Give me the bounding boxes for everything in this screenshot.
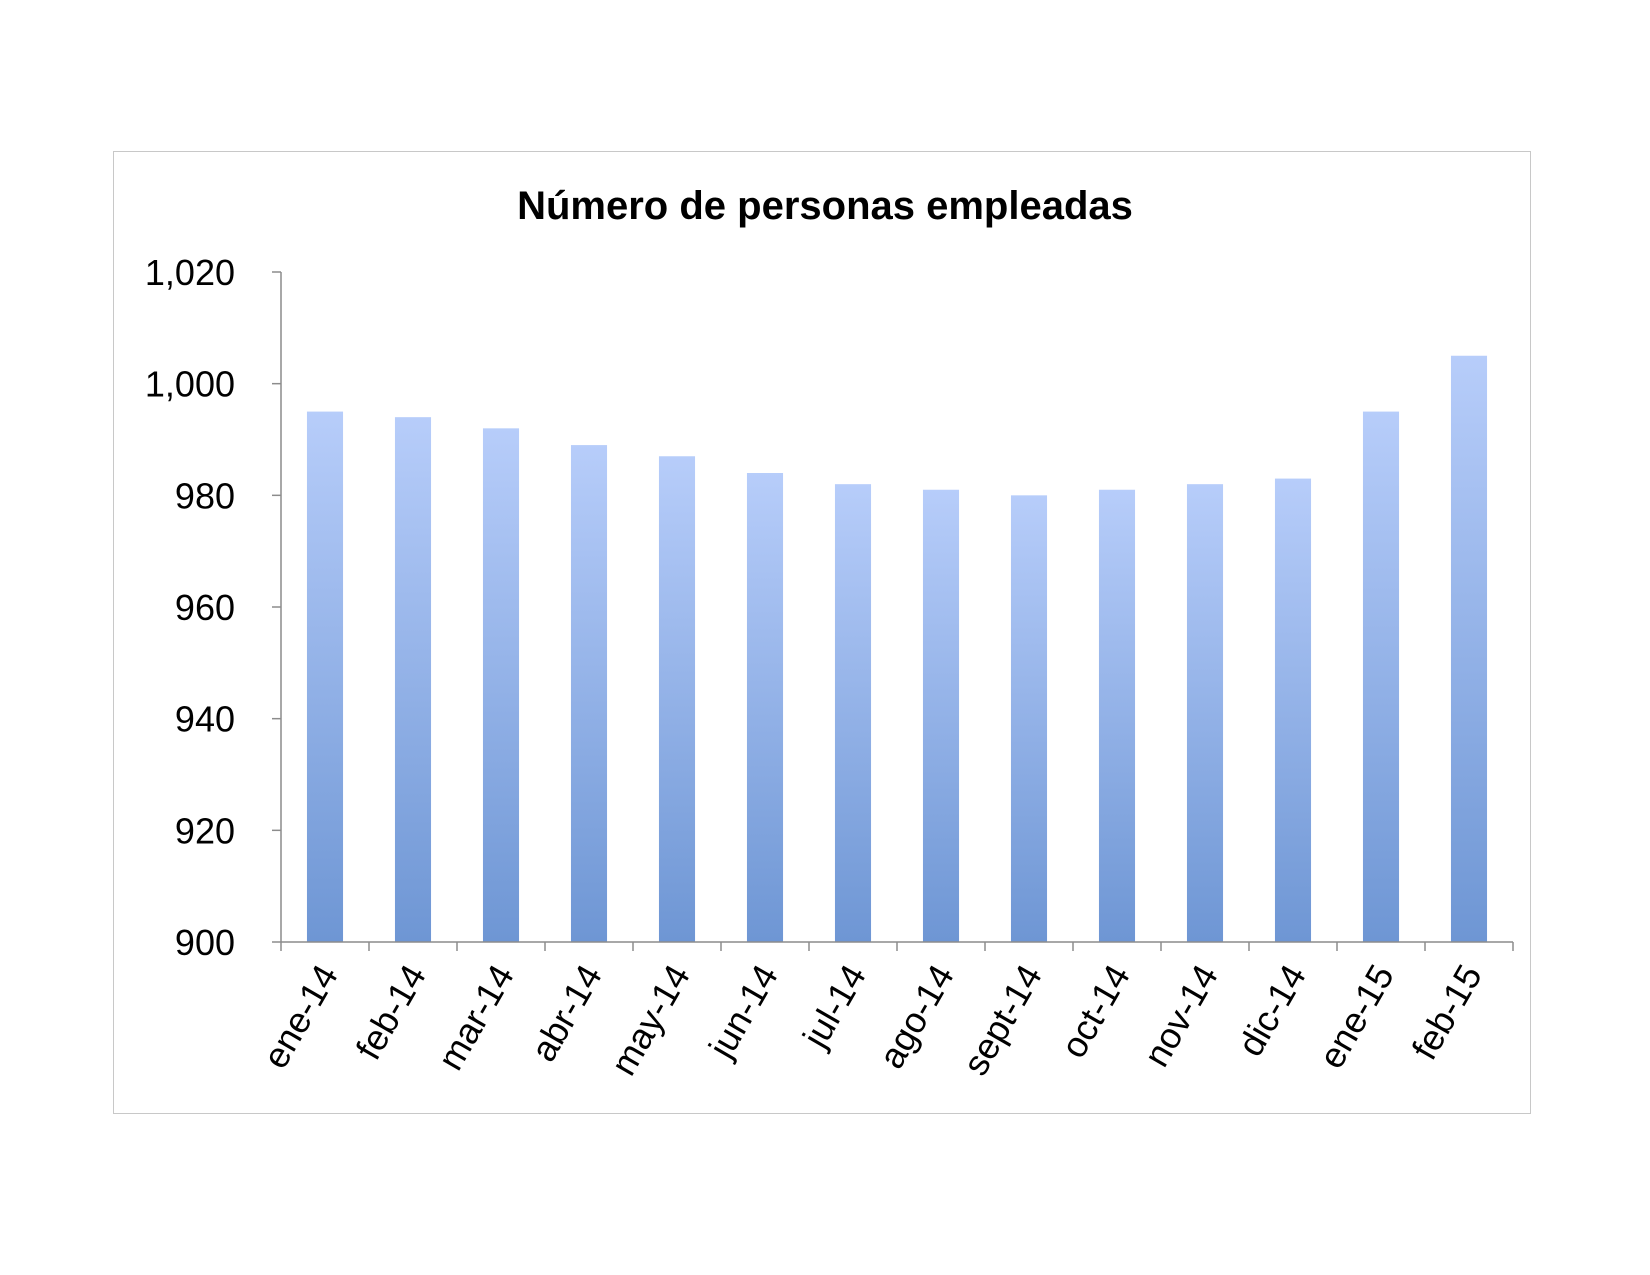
y-tick-label: 920 [175, 810, 235, 851]
bar-feb-15 [1450, 355, 1488, 942]
bar-ene-14 [306, 411, 344, 942]
x-tick-label: feb-15 [1403, 958, 1490, 1067]
x-tick-label: may-14 [602, 958, 698, 1082]
x-tick-label: ago-14 [870, 958, 962, 1076]
x-tick-label: ene-14 [254, 958, 346, 1076]
x-tick-label: nov-14 [1135, 958, 1226, 1074]
bar-abr-14 [570, 445, 608, 942]
y-tick-label: 960 [175, 587, 235, 628]
bar-ene-15 [1362, 411, 1400, 942]
bar-dic-14 [1274, 478, 1312, 942]
y-tick-label: 900 [175, 922, 235, 963]
x-tick-label: jun-14 [700, 958, 786, 1066]
y-tick-label: 1,020 [145, 252, 235, 293]
x-tick-label: feb-14 [347, 958, 434, 1067]
bar-mar-14 [482, 428, 520, 942]
x-tick-label: jul-14 [794, 958, 874, 1056]
y-tick-label: 1,000 [145, 364, 235, 405]
x-tick-label: dic-14 [1229, 958, 1314, 1063]
bar-sept-14 [1010, 495, 1048, 942]
x-tick-label: abr-14 [522, 958, 610, 1069]
bar-feb-14 [394, 417, 432, 943]
bars [306, 355, 1488, 943]
bar-ago-14 [922, 489, 960, 942]
x-tick-label: ene-15 [1310, 958, 1402, 1076]
bar-jul-14 [834, 484, 872, 942]
bar-jun-14 [746, 473, 784, 942]
x-tick-label: mar-14 [429, 958, 522, 1077]
x-tick-label: oct-14 [1052, 958, 1138, 1065]
chart-title: Número de personas empleadas [517, 184, 1133, 228]
y-tick-label: 940 [175, 699, 235, 740]
y-axis: 900 920 940 960 980 1,000 1,020 [145, 252, 282, 963]
bar-nov-14 [1186, 484, 1224, 942]
bar-may-14 [658, 456, 696, 942]
bar-oct-14 [1098, 489, 1136, 942]
x-tick-label: sept-14 [954, 958, 1050, 1082]
y-tick-label: 980 [175, 475, 235, 516]
